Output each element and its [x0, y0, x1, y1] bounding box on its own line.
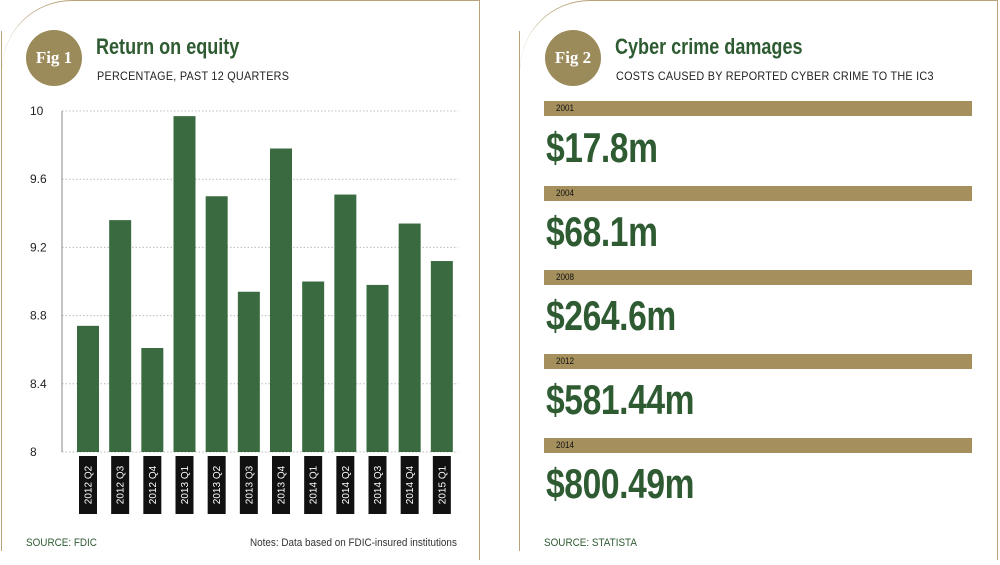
x-tick-label: 2013 Q2 [212, 465, 223, 504]
damage-value: $68.1m [546, 208, 658, 255]
y-tick-label: 9.6 [30, 172, 47, 186]
figure-2-panel [519, 0, 998, 560]
year-bar [544, 438, 972, 453]
damage-value: $581.44m [546, 376, 695, 423]
x-tick-label-box [175, 456, 194, 514]
x-tick-label: 2012 Q4 [148, 465, 159, 504]
figure-1-source: SOURCE: FDIC [26, 537, 97, 549]
x-tick-label-box [368, 456, 387, 514]
bar [302, 281, 325, 452]
bar [205, 196, 228, 452]
x-tick-label-box [304, 456, 323, 514]
bar [334, 194, 357, 453]
year-bar [544, 270, 972, 285]
bar [237, 291, 260, 452]
x-tick-label: 2012 Q3 [116, 465, 127, 504]
bar [270, 148, 292, 452]
x-tick-label: 2014 Q1 [309, 465, 320, 504]
figure-1-badge: Fig 1 [26, 30, 82, 86]
bar [366, 284, 389, 452]
bar [398, 223, 421, 452]
figure-1-note: Notes: Data based on FDIC-insured instit… [250, 537, 457, 549]
x-tick-label-box [432, 456, 451, 514]
year-bar [544, 101, 972, 116]
figure-2-badge: Fig 2 [545, 30, 601, 86]
x-tick-label: 2013 Q1 [180, 465, 191, 504]
year-bar [544, 354, 972, 369]
damage-value: $800.49m [546, 460, 695, 507]
y-tick-label: 8 [30, 445, 37, 459]
x-tick-label-box [79, 456, 97, 514]
x-tick-label: 2013 Q4 [277, 465, 288, 504]
x-tick-label: 2012 Q2 [84, 465, 95, 504]
bar [173, 116, 196, 453]
bar [77, 325, 99, 452]
figure-1-panel [1, 0, 480, 560]
x-tick-label-box [239, 456, 258, 514]
damage-value: $17.8m [546, 124, 658, 171]
figure-2-subtitle: COSTS CAUSED BY REPORTED CYBER CRIME TO … [616, 69, 934, 83]
bar [109, 220, 132, 452]
bar [430, 261, 453, 452]
x-tick-label: 2014 Q4 [405, 465, 416, 504]
year-label: 2012 [556, 356, 575, 366]
year-label: 2014 [556, 440, 575, 450]
figure-2-source: SOURCE: STATISTA [544, 537, 637, 549]
x-tick-label: 2015 Q1 [437, 465, 448, 504]
y-tick-label: 8.4 [30, 377, 47, 391]
y-tick-label: 10 [30, 104, 44, 118]
year-label: 2004 [556, 188, 575, 198]
year-label: 2001 [556, 103, 575, 113]
x-tick-label: 2014 Q3 [373, 465, 384, 504]
year-label: 2008 [556, 272, 575, 282]
figure-1-subtitle: PERCENTAGE, PAST 12 QUARTERS [97, 69, 290, 83]
year-bar [544, 186, 972, 201]
x-tick-label-box [111, 456, 130, 514]
y-tick-label: 8.8 [30, 309, 47, 323]
x-tick-label: 2014 Q2 [341, 465, 352, 504]
x-tick-label-box [143, 456, 162, 514]
x-tick-label-box [272, 456, 290, 514]
x-tick-label-box [400, 456, 419, 514]
x-tick-label: 2013 Q3 [244, 465, 255, 504]
x-tick-label-box [336, 456, 355, 514]
figure-2-title: Cyber crime damages [615, 34, 803, 59]
damage-value: $264.6m [546, 292, 676, 339]
figure-1-title: Return on equity [96, 34, 240, 59]
y-tick-label: 9.2 [30, 240, 47, 254]
bar [141, 347, 164, 452]
x-tick-label-box [207, 456, 226, 514]
